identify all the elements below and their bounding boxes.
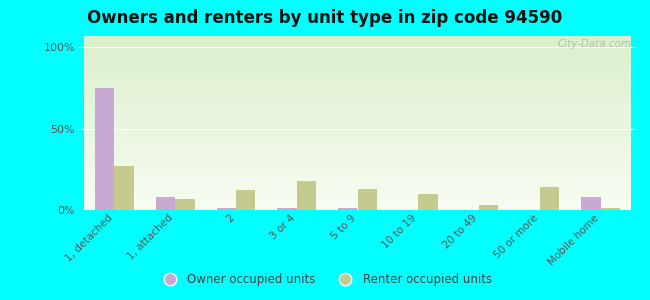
Bar [479, 205, 499, 210]
Bar [540, 187, 559, 210]
Bar [581, 197, 601, 210]
Bar [176, 199, 194, 210]
Bar [297, 181, 316, 210]
Bar [418, 194, 437, 210]
Legend: Owner occupied units, Renter occupied units: Owner occupied units, Renter occupied un… [153, 269, 497, 291]
Bar [338, 208, 358, 210]
Bar [601, 208, 620, 210]
Bar [95, 88, 114, 210]
Text: Owners and renters by unit type in zip code 94590: Owners and renters by unit type in zip c… [87, 9, 563, 27]
Bar [114, 166, 134, 210]
Bar [216, 208, 236, 210]
Bar [358, 189, 377, 210]
Bar [156, 197, 176, 210]
Bar [278, 208, 297, 210]
Text: City-Data.com: City-Data.com [557, 40, 631, 50]
Bar [236, 190, 255, 210]
